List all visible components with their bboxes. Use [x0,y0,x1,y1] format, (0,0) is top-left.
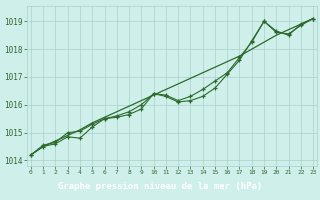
Text: Graphe pression niveau de la mer (hPa): Graphe pression niveau de la mer (hPa) [58,182,262,191]
